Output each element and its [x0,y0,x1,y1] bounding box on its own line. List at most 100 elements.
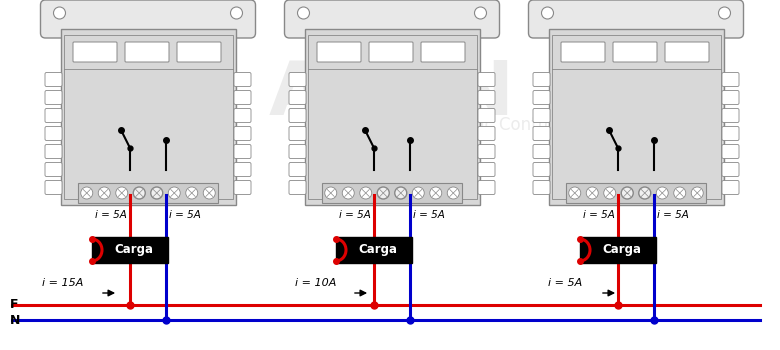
FancyBboxPatch shape [722,108,739,122]
FancyBboxPatch shape [548,29,724,205]
Text: N: N [10,314,20,327]
FancyBboxPatch shape [234,145,251,159]
Circle shape [297,7,310,19]
FancyBboxPatch shape [45,91,62,105]
Circle shape [569,187,581,199]
Circle shape [115,187,128,199]
Text: i = 5A: i = 5A [95,210,127,220]
FancyBboxPatch shape [289,145,306,159]
FancyBboxPatch shape [234,72,251,86]
FancyBboxPatch shape [177,42,221,62]
Circle shape [186,187,198,199]
FancyBboxPatch shape [533,145,550,159]
FancyBboxPatch shape [289,108,306,122]
FancyBboxPatch shape [73,42,117,62]
Circle shape [231,7,243,19]
FancyBboxPatch shape [317,42,361,62]
Circle shape [54,7,66,19]
FancyBboxPatch shape [722,126,739,140]
FancyBboxPatch shape [478,72,495,86]
Circle shape [395,187,406,199]
Text: i = 5A: i = 5A [657,210,689,220]
FancyBboxPatch shape [45,162,62,176]
Circle shape [447,187,459,199]
FancyBboxPatch shape [289,126,306,140]
Bar [322,183,462,203]
Circle shape [474,7,487,19]
FancyBboxPatch shape [478,108,495,122]
FancyBboxPatch shape [304,29,480,205]
FancyBboxPatch shape [289,91,306,105]
Circle shape [151,187,163,199]
FancyBboxPatch shape [45,108,62,122]
Circle shape [324,187,337,199]
Text: Carga: Carga [115,244,154,257]
Circle shape [587,187,598,199]
Circle shape [639,187,651,199]
Bar [92,237,168,263]
FancyBboxPatch shape [61,29,236,205]
FancyBboxPatch shape [533,162,550,176]
Bar [566,183,706,203]
Circle shape [360,187,372,199]
FancyBboxPatch shape [234,181,251,195]
FancyBboxPatch shape [722,145,739,159]
FancyBboxPatch shape [45,145,62,159]
FancyBboxPatch shape [41,0,256,38]
Text: F: F [10,299,19,312]
FancyBboxPatch shape [533,72,550,86]
Text: i = 5A: i = 5A [413,210,445,220]
Circle shape [430,187,441,199]
FancyBboxPatch shape [234,108,251,122]
FancyBboxPatch shape [45,181,62,195]
FancyBboxPatch shape [478,145,495,159]
Circle shape [342,187,354,199]
Circle shape [621,187,633,199]
FancyBboxPatch shape [533,181,550,195]
Text: AGON: AGON [269,58,515,132]
FancyBboxPatch shape [722,72,739,86]
FancyBboxPatch shape [45,72,62,86]
FancyBboxPatch shape [533,91,550,105]
FancyBboxPatch shape [722,181,739,195]
FancyBboxPatch shape [533,126,550,140]
FancyBboxPatch shape [478,181,495,195]
FancyBboxPatch shape [421,42,465,62]
FancyBboxPatch shape [665,42,709,62]
Bar [78,183,218,203]
FancyBboxPatch shape [529,0,743,38]
Circle shape [378,187,389,199]
Circle shape [204,187,215,199]
Text: i = 5A: i = 5A [339,210,371,220]
FancyBboxPatch shape [289,72,306,86]
Bar [580,237,656,263]
Circle shape [98,187,110,199]
Circle shape [656,187,668,199]
FancyBboxPatch shape [561,42,605,62]
Text: Carga: Carga [602,244,641,257]
FancyBboxPatch shape [369,42,413,62]
Text: i = 5A: i = 5A [583,210,615,220]
Circle shape [133,187,145,199]
Circle shape [168,187,180,199]
Circle shape [691,187,704,199]
FancyBboxPatch shape [45,126,62,140]
Text: i = 5A: i = 5A [169,210,201,220]
FancyBboxPatch shape [234,91,251,105]
Text: i = 15A: i = 15A [42,278,83,288]
FancyBboxPatch shape [125,42,169,62]
Circle shape [604,187,615,199]
FancyBboxPatch shape [613,42,657,62]
Circle shape [413,187,424,199]
Circle shape [674,187,686,199]
FancyBboxPatch shape [722,162,739,176]
FancyBboxPatch shape [289,162,306,176]
FancyBboxPatch shape [478,162,495,176]
Circle shape [718,7,731,19]
Text: i = 10A: i = 10A [295,278,336,288]
Circle shape [541,7,554,19]
Text: Carga: Carga [359,244,398,257]
FancyBboxPatch shape [234,126,251,140]
Bar [336,237,412,263]
Text: i = 5A: i = 5A [548,278,582,288]
